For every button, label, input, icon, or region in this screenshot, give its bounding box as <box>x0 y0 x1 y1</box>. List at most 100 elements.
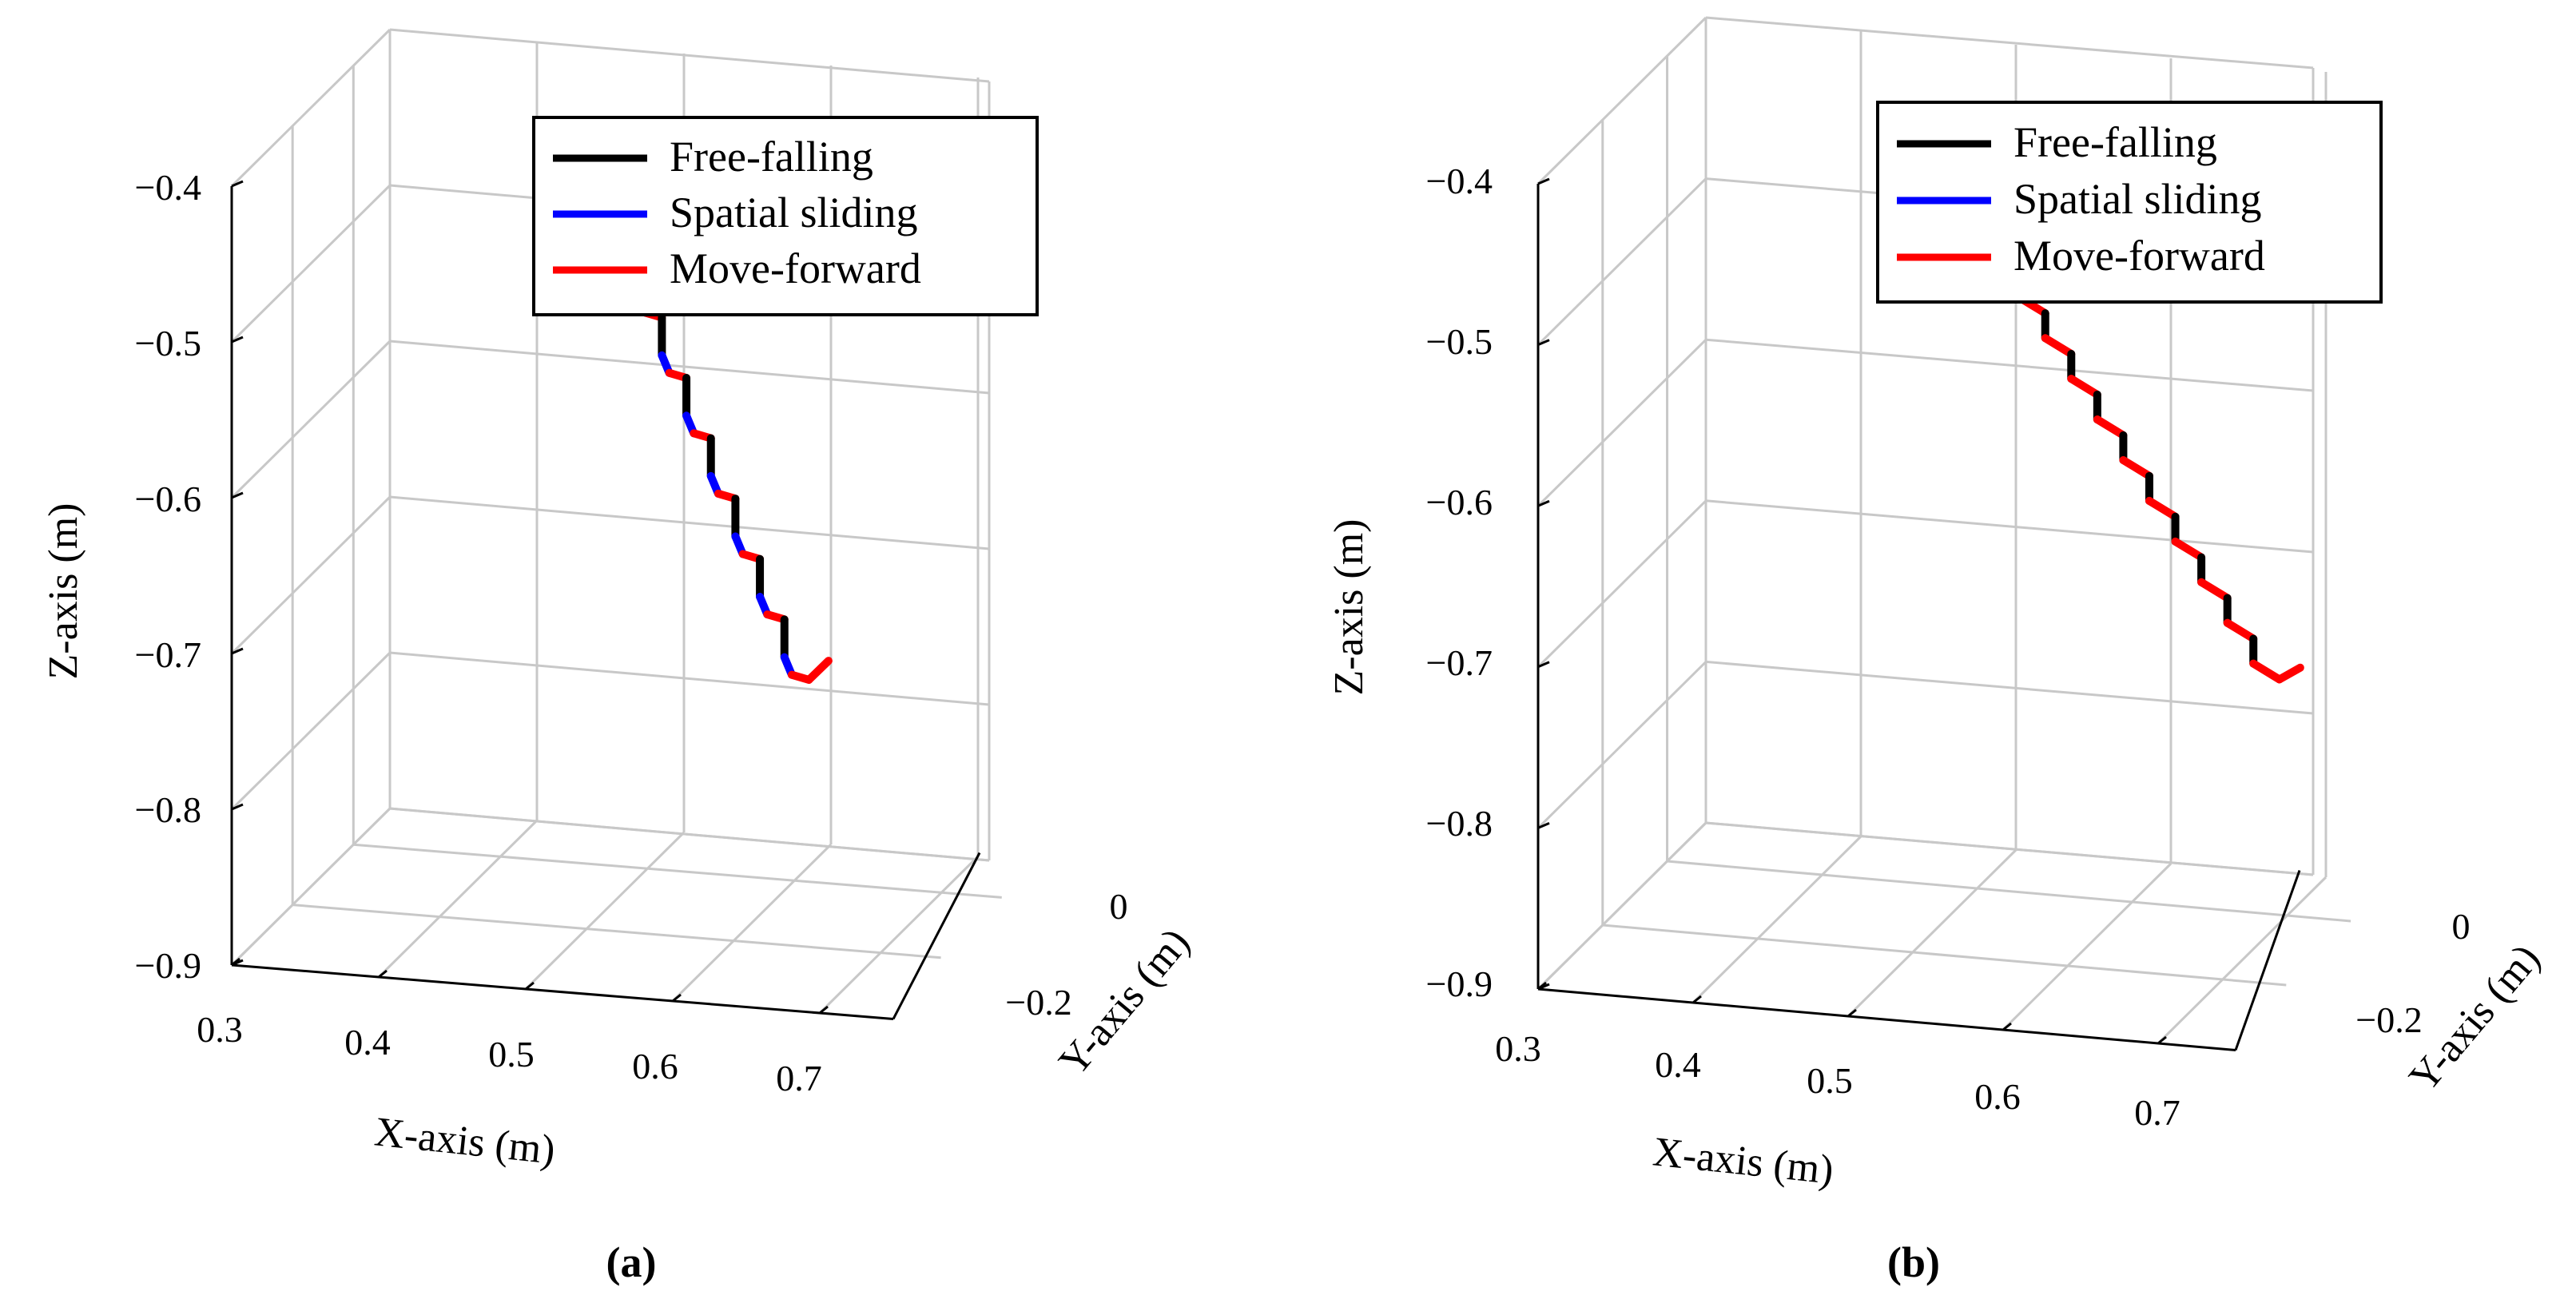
back-wall-grid-line <box>389 651 990 706</box>
z-tick-label: −0.4 <box>1426 161 1493 201</box>
panel-b-z-axis-label: Z-axis (m) <box>1326 519 1372 696</box>
trajectory-segment-move-forward <box>2275 663 2304 684</box>
z-tick <box>231 180 244 188</box>
legend-label-spatial-sliding: Spatial sliding <box>670 189 918 236</box>
side-wall-grid-line <box>1536 661 1707 829</box>
panel-a-z-tick-labels: −0.4 −0.5 −0.6 −0.7 −0.8 −0.9 <box>135 167 201 986</box>
x-tick <box>231 957 241 967</box>
panel-a-legend: Free-falling Spatial sliding Move-forwar… <box>532 116 1039 316</box>
trajectory-segment-move-forward <box>2145 496 2180 521</box>
z-tick-label: −0.9 <box>135 945 201 986</box>
floor-grid-line <box>671 843 833 1003</box>
panel-a: −0.4 −0.5 −0.6 −0.7 −0.8 −0.9 0.3 0.4 0.… <box>41 28 1199 1286</box>
x-tick-label: 0.5 <box>1807 1060 1853 1101</box>
back-wall-grid-line <box>389 340 990 395</box>
y-tick-label: −0.2 <box>2355 999 2422 1040</box>
x-tick-label: 0.4 <box>344 1022 391 1063</box>
panel-b-x-axis-label: X-axis (m) <box>1651 1129 1835 1193</box>
x-tick-label: 0.6 <box>1974 1076 2021 1117</box>
x-tick <box>819 1005 829 1015</box>
legend-label-free-falling: Free-falling <box>670 133 873 181</box>
z-tick <box>1537 339 1550 346</box>
z-tick-label: −0.5 <box>135 323 201 363</box>
floor-grid-line <box>2002 862 2173 1031</box>
x-tick-label: 0.7 <box>2134 1092 2180 1133</box>
y-tick-label: −0.2 <box>1005 982 1071 1023</box>
side-wall-grid-line <box>1536 339 1707 507</box>
z-tick-label: −0.4 <box>135 167 201 208</box>
z-tick <box>1537 499 1550 507</box>
floor-grid-line <box>818 855 980 1015</box>
z-tick-label: −0.8 <box>1426 803 1493 844</box>
side-wall-grid-line <box>1536 16 1707 185</box>
x-tick <box>378 969 388 979</box>
x-tick <box>2157 1035 2167 1045</box>
panel-b-y-axis-label: Y-axis (m) <box>2401 936 2550 1100</box>
z-tick <box>231 647 244 655</box>
x-axis-line <box>231 963 894 1020</box>
z-tick-label: −0.6 <box>135 479 201 519</box>
back-wall-grid-line <box>1705 660 2314 715</box>
back-wall-grid-line <box>389 28 990 83</box>
back-wall-grid-line <box>1705 499 2314 554</box>
panel-a-z-axis-label: Z-axis (m) <box>41 503 86 680</box>
floor-grid-line <box>292 904 941 959</box>
floor-grid-line <box>524 831 686 991</box>
x-axis-line <box>1537 987 2236 1051</box>
legend-label-spatial-sliding: Spatial sliding <box>2013 175 2262 223</box>
trajectory-segment-move-forward <box>2171 537 2206 562</box>
panel-b: −0.4 −0.5 −0.6 −0.7 −0.8 −0.9 0.3 0.4 0.… <box>1326 16 2550 1286</box>
z-tick <box>231 336 244 344</box>
back-wall-grid-line <box>1705 338 2314 392</box>
trajectory-segment-move-forward <box>2119 455 2153 480</box>
panel-b-caption: (b) <box>1887 1238 1940 1286</box>
z-tick-label: −0.6 <box>1426 482 1493 522</box>
trajectory-segment-move-forward <box>2067 375 2101 399</box>
legend-label-free-falling: Free-falling <box>2013 118 2217 166</box>
x-tick <box>1847 1008 1857 1018</box>
panel-b-z-tick-labels: −0.4 −0.5 −0.6 −0.7 −0.8 −0.9 <box>1426 161 1493 1004</box>
side-wall-grid-line <box>1536 821 1707 991</box>
x-tick-label: 0.3 <box>197 1009 243 1050</box>
trajectory-segment-move-forward <box>2041 334 2076 359</box>
legend-label-move-forward: Move-forward <box>2013 232 2265 280</box>
y-axis-line <box>2234 869 2301 1051</box>
back-floor-edge <box>1705 821 2314 876</box>
floor-grid-line <box>2157 876 2328 1045</box>
panel-b-y-tick-labels: 0 −0.2 <box>2355 906 2470 1040</box>
floor-grid-line <box>1691 835 1862 1004</box>
x-tick-label: 0.4 <box>1655 1044 1701 1085</box>
x-tick <box>525 981 535 991</box>
panel-b-legend: Free-falling Spatial sliding Move-forwar… <box>1876 101 2383 304</box>
y-tick-label: 0 <box>1110 886 1128 927</box>
panel-a-x-tick-labels: 0.3 0.4 0.5 0.6 0.7 <box>197 1009 822 1098</box>
floor-grid-line <box>377 819 539 979</box>
back-wall-grid-line <box>389 495 990 550</box>
floor-grid-line <box>1602 924 2287 987</box>
x-tick <box>2002 1022 2012 1031</box>
x-tick-label: 0.7 <box>776 1058 822 1098</box>
x-tick <box>1692 995 1702 1004</box>
x-tick <box>1537 981 1547 991</box>
x-tick-label: 0.6 <box>632 1046 678 1086</box>
floor-grid-line <box>1847 848 2017 1018</box>
x-tick-label: 0.3 <box>1495 1028 1541 1069</box>
side-wall-grid-line <box>230 807 392 967</box>
panel-b-x-tick-labels: 0.3 0.4 0.5 0.6 0.7 <box>1495 1028 2180 1133</box>
side-wall-grid-line <box>1536 177 1707 346</box>
panel-a-y-axis-label: Y-axis (m) <box>1051 920 1199 1084</box>
z-tick-label: −0.5 <box>1426 321 1493 362</box>
z-tick <box>231 803 244 811</box>
panel-a-caption: (a) <box>606 1238 657 1286</box>
trajectory-segment-move-forward <box>2223 618 2258 643</box>
trajectory-segment-move-forward <box>2093 415 2128 439</box>
z-tick-label: −0.7 <box>135 634 201 675</box>
back-floor-edge <box>389 807 990 862</box>
y-axis-line <box>892 852 981 1020</box>
floor-grid-line <box>353 843 1002 899</box>
z-tick-label: −0.8 <box>135 789 201 830</box>
z-tick <box>1537 661 1550 669</box>
panel-a-x-axis-label: X-axis (m) <box>372 1109 557 1173</box>
floor-grid-line <box>1667 860 2351 923</box>
